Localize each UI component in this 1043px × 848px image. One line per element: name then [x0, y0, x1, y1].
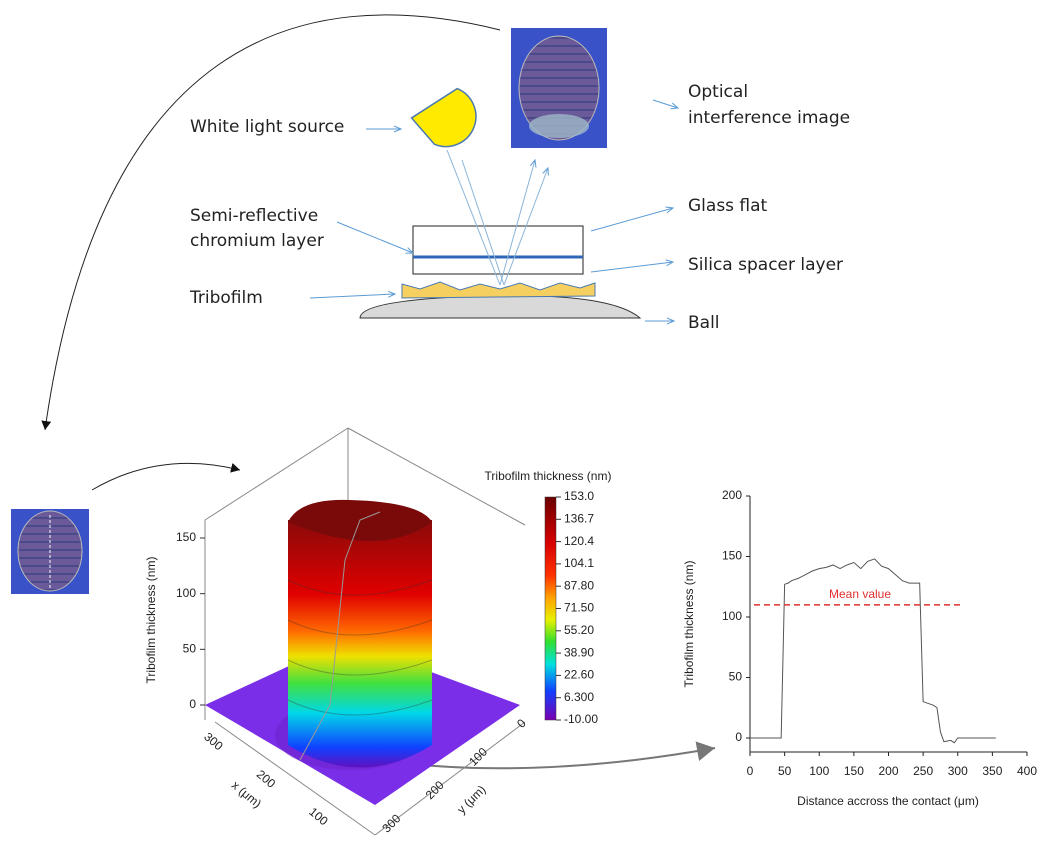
x-tick-label: 100 [306, 805, 331, 829]
label: Semi-reflective [190, 206, 318, 226]
y-tick-label: 200 [722, 488, 742, 502]
contours [287, 579, 433, 716]
x-tick-label: 400 [1017, 764, 1037, 778]
z-tick-label: 100 [176, 586, 196, 600]
label: interference image [688, 108, 850, 128]
colorbar-tick-label: 38.90 [564, 645, 594, 659]
interference-pattern [529, 114, 589, 138]
profile-path [299, 511, 381, 761]
z-tick-label: 150 [176, 530, 196, 544]
plot-frame [749, 496, 1027, 753]
x-tick-label: 0 [747, 764, 754, 778]
z-axis-label: Tribofilm thickness (nm) [144, 557, 158, 684]
x-tick-label: 300 [201, 730, 226, 754]
label: White light source [190, 117, 344, 137]
label: Ball [688, 313, 720, 333]
y-axis-label: Tribofilm thickness (nm) [682, 561, 696, 688]
colorbar-title: Tribofilm thickness (nm) [485, 469, 612, 483]
y-tick-label: 0 [735, 730, 742, 744]
y-tick-label: 50 [729, 670, 743, 684]
tribofilm [401, 281, 596, 299]
colorbar-tick-label: 87.80 [564, 578, 594, 592]
y-tick-label: 100 [466, 744, 490, 768]
x-tick-label: 350 [982, 764, 1002, 778]
x-tick-label: 300 [948, 764, 968, 778]
mean-label: Mean value [829, 587, 891, 601]
data-line [750, 558, 996, 744]
colorbar-tick-label: 55.20 [564, 623, 594, 637]
axes-box [204, 427, 526, 836]
x-axis-label: x (μm) [229, 778, 264, 811]
label: Glass flat [688, 196, 768, 216]
surface-pillar [288, 520, 432, 768]
colorbar-tick-label: 6.300 [564, 690, 594, 704]
colorbar [544, 496, 557, 721]
colorbar-tick-label: 22.60 [564, 668, 594, 682]
connector [41, 14, 501, 431]
colorbar-tick-label: 104.1 [564, 556, 594, 570]
light-rays [446, 149, 548, 286]
y-tick-label: 100 [722, 609, 742, 623]
x-tick-label: 250 [913, 764, 933, 778]
x-tick-label: 100 [809, 764, 829, 778]
z-tick-label: 0 [189, 697, 196, 711]
ball [359, 294, 642, 319]
z-tick-label: 50 [183, 642, 197, 656]
y-tick-label: 150 [722, 549, 742, 563]
x-tick-label: 200 [878, 764, 898, 778]
x-tick-label: 200 [254, 767, 279, 791]
interference-pattern [518, 35, 600, 141]
y-tick-label: 200 [423, 778, 447, 802]
light-source [410, 87, 477, 148]
colorbar-tick-label: -10.00 [564, 712, 598, 726]
x-tick-label: 50 [778, 764, 792, 778]
y-tick-label: 300 [379, 811, 403, 835]
y-axis-label: y (μm) [454, 782, 488, 816]
x-tick-label: 150 [844, 764, 864, 778]
pointer-arrows [309, 99, 678, 321]
colorbar-tick-label: 71.50 [564, 601, 594, 615]
colorbar-tick-label: 120.4 [564, 534, 594, 548]
label: Silica spacer layer [688, 255, 843, 275]
label: Tribofilm [189, 288, 263, 308]
colorbar-tick-label: 153.0 [564, 489, 594, 503]
x-axis-label: Distance accross the contact (μm) [797, 794, 979, 808]
colorbar-tick-label: 136.7 [564, 511, 594, 525]
connector [91, 462, 241, 491]
label: Optical [688, 82, 748, 102]
label: chromium layer [190, 231, 324, 251]
